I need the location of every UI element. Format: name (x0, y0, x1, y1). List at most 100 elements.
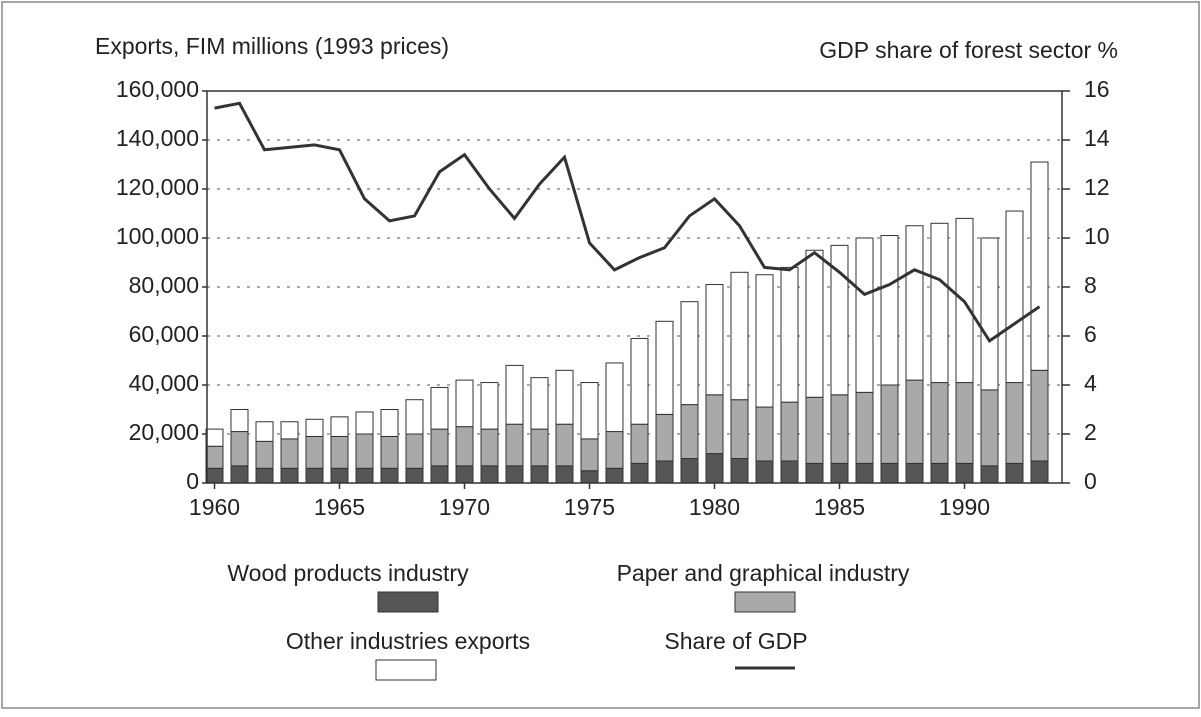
bar (955, 462, 974, 484)
bar (630, 337, 649, 425)
legend-label: Paper and graphical industry (617, 560, 910, 586)
bar (830, 244, 849, 396)
y2-tick-label: 4 (1084, 370, 1097, 396)
bar (430, 465, 449, 484)
bar (580, 382, 599, 440)
y-tick-label: 60,000 (129, 321, 199, 347)
bar (830, 462, 849, 484)
bar (980, 389, 999, 467)
bar (830, 394, 849, 464)
bar (605, 467, 624, 484)
bar (355, 411, 374, 435)
y2-tick-label: 14 (1084, 125, 1110, 151)
legend-swatch (375, 659, 437, 681)
bar (880, 384, 899, 464)
bar (555, 423, 574, 467)
bar (355, 467, 374, 484)
bar (1030, 369, 1049, 462)
bar (580, 470, 599, 484)
bar (405, 399, 424, 435)
bar (505, 364, 524, 425)
bar (505, 465, 524, 484)
legend-label: Other industries exports (286, 628, 530, 654)
bar (730, 458, 749, 484)
bar (580, 438, 599, 472)
bar (930, 382, 949, 464)
bar (380, 467, 399, 484)
bar (555, 465, 574, 484)
bar (280, 467, 299, 484)
bar (430, 386, 449, 430)
bar (430, 428, 449, 467)
y-tick-label: 0 (186, 468, 199, 494)
bar (280, 438, 299, 469)
bar (1030, 460, 1049, 484)
bar (605, 362, 624, 433)
x-tick-label: 1985 (814, 494, 865, 520)
legend-label: Wood products industry (227, 560, 469, 586)
bar (1005, 462, 1024, 484)
bar (330, 435, 349, 469)
bar (880, 462, 899, 484)
bar (780, 401, 799, 462)
x-tick-label: 1980 (689, 494, 740, 520)
bar (930, 222, 949, 384)
bar (305, 435, 324, 469)
bar (680, 301, 699, 406)
bar (755, 406, 774, 462)
y-tick-label: 160,000 (116, 76, 199, 102)
bar (305, 418, 324, 437)
y-tick-label: 120,000 (116, 174, 199, 200)
bar (455, 465, 474, 484)
y-tick-label: 100,000 (116, 223, 199, 249)
bar (380, 435, 399, 469)
bar (630, 462, 649, 484)
bar (355, 433, 374, 469)
legend-label: Share of GDP (664, 628, 807, 654)
y2-tick-label: 2 (1084, 419, 1097, 445)
bar (230, 409, 249, 433)
bar (280, 421, 299, 440)
bar (655, 460, 674, 484)
bar (855, 237, 874, 393)
bar (530, 428, 549, 467)
bar (630, 423, 649, 464)
bar (255, 440, 274, 469)
bar (980, 237, 999, 391)
bar (305, 467, 324, 484)
bar (905, 462, 924, 484)
bar (205, 445, 224, 469)
y-tick-label: 140,000 (116, 125, 199, 151)
bar (530, 377, 549, 430)
y2-tick-label: 12 (1084, 174, 1110, 200)
bar (655, 320, 674, 415)
y-tick-label: 80,000 (129, 272, 199, 298)
bar (230, 431, 249, 467)
bar (1005, 382, 1024, 464)
bar (380, 409, 399, 437)
y2-tick-label: 0 (1084, 468, 1097, 494)
legend-swatch (377, 591, 439, 613)
bar (205, 467, 224, 484)
plot-frame (206, 90, 1063, 484)
bar (705, 394, 724, 455)
y-axis-label: Exports, FIM millions (1993 prices) (95, 33, 449, 59)
y2-axis-label: GDP share of forest sector % (819, 37, 1118, 63)
bar (205, 428, 224, 447)
bar (680, 404, 699, 460)
bar (980, 465, 999, 484)
x-tick-label: 1965 (314, 494, 365, 520)
y2-tick-label: 16 (1084, 76, 1110, 102)
bar (480, 428, 499, 467)
bar (855, 462, 874, 484)
bar (455, 379, 474, 428)
bar (705, 284, 724, 396)
x-tick-label: 1975 (564, 494, 615, 520)
x-tick-label: 1960 (189, 494, 240, 520)
bar (905, 379, 924, 464)
bar (955, 382, 974, 464)
bar (755, 274, 774, 408)
bar (230, 465, 249, 484)
